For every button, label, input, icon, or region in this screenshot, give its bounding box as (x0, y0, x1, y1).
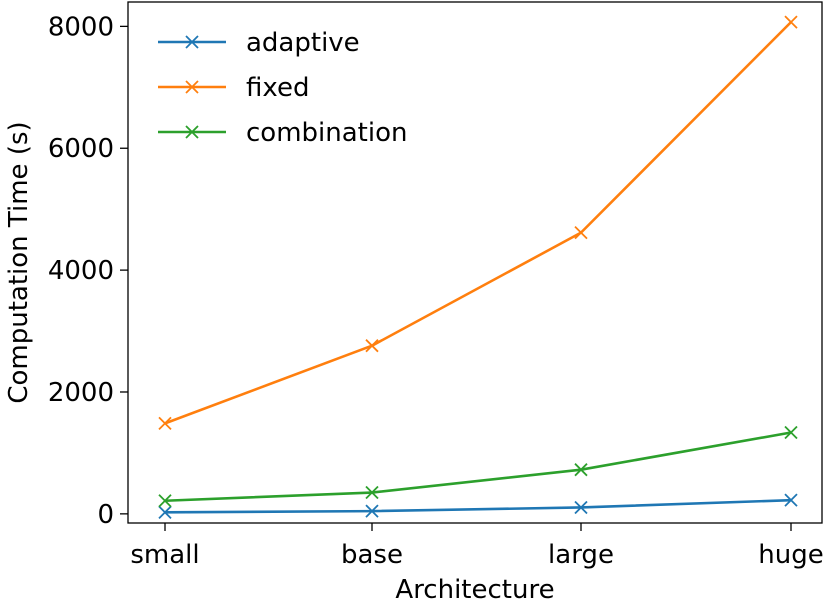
legend: adaptive fixed combination (158, 28, 407, 148)
data-point-adaptive-base (365, 504, 379, 518)
data-point-combination-large (574, 463, 588, 477)
series-line-fixed (164, 21, 792, 425)
y-tick-label: 8000 (48, 12, 114, 42)
series-adaptive (158, 493, 798, 519)
axes: 0 2000 4000 6000 8000 small base large huge (48, 1, 824, 570)
legend-entry-adaptive: adaptive (158, 28, 360, 58)
x-tick-label: small (130, 540, 199, 570)
legend-marker (185, 125, 199, 139)
x-tick-label: large (548, 540, 614, 570)
x-tick-label: huge (758, 540, 823, 570)
series-line-adaptive (164, 498, 792, 514)
data-point-adaptive-huge (784, 493, 798, 507)
y-tick-label: 4000 (48, 256, 114, 286)
data-point-combination-base (365, 485, 379, 500)
y-tick-label: 0 (97, 500, 114, 530)
legend-marker (185, 80, 199, 94)
axes-frame (127, 1, 823, 524)
y-tick-label: 6000 (48, 134, 114, 164)
legend-entry-combination: combination (158, 118, 407, 148)
data-point-fixed-small (158, 416, 172, 431)
y-axis-label: Computation Time (s) (4, 121, 34, 403)
legend-label: adaptive (246, 28, 360, 58)
legend-label: combination (246, 118, 407, 148)
legend-marker (185, 35, 199, 49)
legend-label: fixed (246, 73, 309, 103)
data-point-adaptive-small (158, 505, 172, 519)
data-point-adaptive-large (574, 500, 588, 515)
data-point-fixed-huge (784, 15, 798, 29)
plot-area (158, 15, 798, 519)
x-axis-label: Architecture (395, 575, 554, 605)
y-tick-label: 2000 (48, 378, 114, 408)
x-tick-label: base (341, 540, 403, 570)
data-point-fixed-large (574, 226, 588, 240)
series-fixed (158, 15, 798, 431)
data-point-combination-small (158, 494, 172, 508)
series-line-combination (164, 431, 792, 503)
legend-entry-fixed: fixed (158, 73, 309, 103)
data-point-fixed-base (365, 339, 379, 353)
data-point-combination-huge (784, 425, 798, 440)
series-combination (158, 425, 798, 508)
